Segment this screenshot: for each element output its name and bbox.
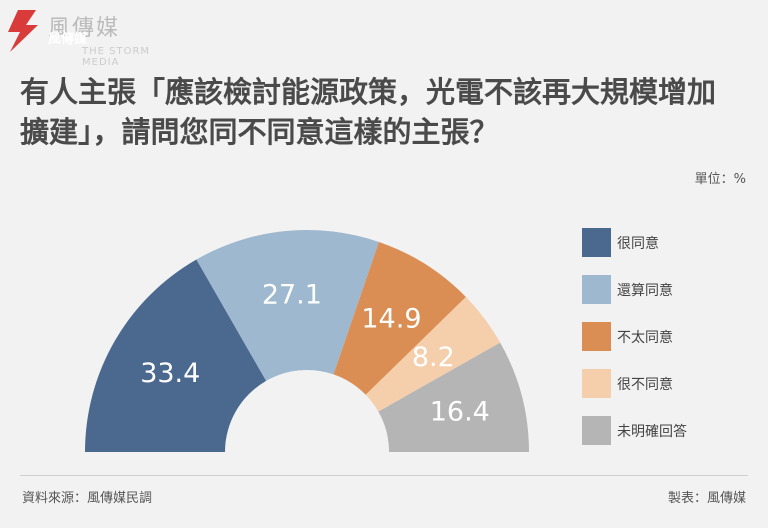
- slice-somewhat-agree: [196, 230, 379, 381]
- brand-name: 風傳媒: [48, 16, 121, 41]
- brand-name-overlay: 風傳媒: [48, 32, 88, 47]
- lightning-bolt-icon: [8, 10, 38, 52]
- legend-item-very-disagree: 很不同意: [582, 369, 687, 398]
- legend-item-somewhat-disagree: 不太同意: [582, 322, 687, 351]
- maker-note: 製表：風傳媒: [667, 491, 746, 506]
- legend: 很同意 還算同意 不太同意 很不同意 未明確回答: [582, 228, 687, 463]
- legend-item-no-answer: 未明確回答: [582, 416, 687, 445]
- slice-no-answer: [378, 342, 529, 452]
- legend-label: 很同意: [617, 235, 659, 252]
- legend-swatch: [582, 416, 611, 445]
- slice-very-agree: [85, 259, 267, 452]
- legend-swatch: [582, 369, 611, 398]
- legend-swatch: [582, 228, 611, 257]
- legend-item-very-agree: 很同意: [582, 228, 687, 257]
- slice-somewhat-disagree: [333, 241, 466, 395]
- legend-swatch: [582, 322, 611, 351]
- slice-somewhat-disagree-value-label: 14.9: [361, 303, 421, 334]
- slice-very-disagree: [365, 297, 501, 412]
- footer-divider: [20, 475, 748, 476]
- chart-title: 有人主張「應該檢討能源政策，光電不該再大規模增加擴建」，請問您同不同意這樣的主張…: [20, 75, 717, 149]
- legend-swatch: [582, 275, 611, 304]
- brand-logo: 風傳媒 風傳媒 THE STORM MEDIA: [0, 0, 160, 68]
- source-note: 資料來源：風傳媒民調: [22, 491, 153, 506]
- legend-label: 很不同意: [617, 376, 673, 393]
- legend-item-somewhat-agree: 還算同意: [582, 275, 687, 304]
- unit-label: 單位：%: [694, 172, 746, 187]
- slice-very-agree-value-label: 33.4: [140, 358, 200, 389]
- slice-somewhat-agree-value-label: 27.1: [262, 280, 322, 311]
- slice-no-answer-value-label: 16.4: [430, 397, 490, 428]
- slice-very-disagree-value-label: 8.2: [412, 342, 455, 373]
- brand-english: THE STORM MEDIA: [82, 46, 151, 68]
- legend-label: 不太同意: [617, 329, 673, 346]
- legend-label: 未明確回答: [617, 423, 687, 440]
- legend-label: 還算同意: [617, 282, 673, 299]
